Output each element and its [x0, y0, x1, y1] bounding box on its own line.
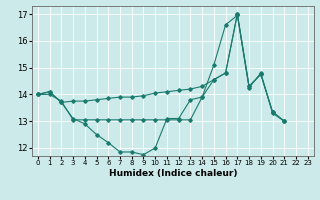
- X-axis label: Humidex (Indice chaleur): Humidex (Indice chaleur): [108, 169, 237, 178]
